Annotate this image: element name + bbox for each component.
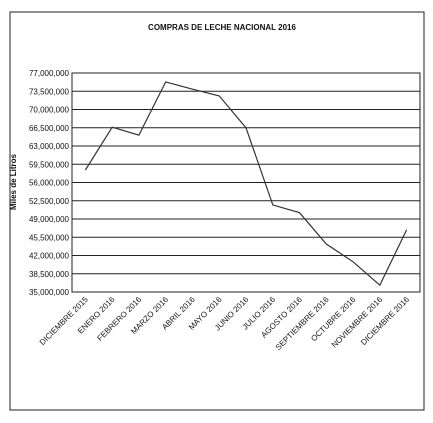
x-tick-label: DICIEMBRE 2015 (38, 295, 90, 347)
y-tick-label: 66,500,000 (29, 124, 70, 133)
y-axis-label: Miles de Litros (9, 153, 18, 210)
plot-border (71, 72, 421, 293)
y-tick-label: 52,500,000 (29, 197, 70, 206)
x-tick-label: DICIEMBRE 2016 (359, 295, 411, 347)
chart-border (9, 11, 425, 411)
y-tick-label: 73,500,000 (29, 87, 70, 96)
y-tick-label: 77,000,000 (29, 69, 70, 78)
y-tick-label: 63,000,000 (29, 142, 70, 151)
chart-title: COMPRAS DE LECHE NACIONAL 2016 (148, 23, 296, 32)
y-tick-label: 42,000,000 (29, 252, 70, 261)
y-tick-label: 59,500,000 (29, 160, 70, 169)
y-tick-label: 56,000,000 (29, 179, 70, 188)
y-tick-label: 45,500,000 (29, 233, 70, 242)
y-tick-label: 70,000,000 (29, 106, 70, 115)
y-tick-label: 35,000,000 (29, 288, 70, 297)
y-tick-label: 38,500,000 (29, 270, 70, 279)
line-series (84, 81, 408, 287)
y-tick-label: 49,000,000 (29, 215, 70, 224)
